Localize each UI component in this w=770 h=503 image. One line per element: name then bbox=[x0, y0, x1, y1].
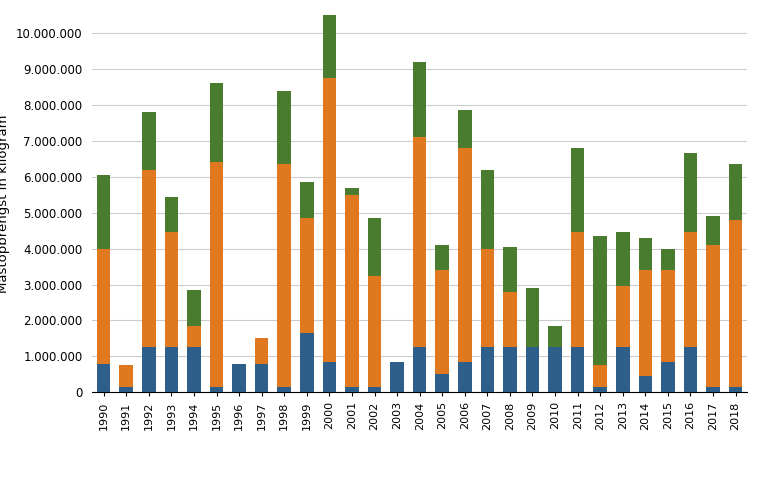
Bar bbox=[638, 376, 652, 392]
Bar bbox=[661, 248, 675, 270]
Bar bbox=[706, 387, 720, 392]
Bar bbox=[97, 364, 110, 392]
Bar bbox=[638, 270, 652, 376]
Bar bbox=[706, 216, 720, 245]
Bar bbox=[526, 348, 539, 392]
Bar bbox=[209, 162, 223, 387]
Bar bbox=[436, 270, 449, 374]
Bar bbox=[323, 362, 336, 392]
Bar bbox=[165, 232, 178, 348]
Bar bbox=[503, 247, 517, 292]
Bar bbox=[390, 362, 403, 392]
Bar bbox=[345, 195, 359, 387]
Bar bbox=[571, 348, 584, 392]
Bar bbox=[119, 365, 133, 387]
Bar bbox=[638, 238, 652, 270]
Bar bbox=[661, 362, 675, 392]
Bar bbox=[277, 91, 291, 164]
Bar bbox=[503, 348, 517, 392]
Bar bbox=[503, 292, 517, 348]
Bar bbox=[119, 387, 133, 392]
Bar bbox=[323, 3, 336, 78]
Bar bbox=[300, 333, 313, 392]
Y-axis label: Mastopbrengst in kilogram: Mastopbrengst in kilogram bbox=[0, 115, 11, 293]
Bar bbox=[480, 348, 494, 392]
Bar bbox=[97, 248, 110, 364]
Bar bbox=[413, 348, 427, 392]
Bar bbox=[233, 364, 246, 392]
Bar bbox=[571, 232, 584, 348]
Bar bbox=[277, 164, 291, 387]
Bar bbox=[684, 348, 698, 392]
Bar bbox=[436, 245, 449, 270]
Bar bbox=[480, 248, 494, 348]
Bar bbox=[300, 182, 313, 218]
Bar bbox=[187, 348, 201, 392]
Bar bbox=[729, 220, 742, 387]
Bar bbox=[142, 170, 156, 348]
Bar bbox=[345, 387, 359, 392]
Bar bbox=[187, 290, 201, 326]
Bar bbox=[142, 112, 156, 170]
Bar bbox=[684, 232, 698, 348]
Bar bbox=[706, 245, 720, 387]
Bar bbox=[209, 83, 223, 162]
Bar bbox=[277, 387, 291, 392]
Bar bbox=[165, 197, 178, 232]
Bar bbox=[480, 170, 494, 248]
Bar bbox=[165, 348, 178, 392]
Bar bbox=[526, 288, 539, 348]
Bar bbox=[458, 148, 471, 362]
Bar bbox=[368, 218, 381, 276]
Bar bbox=[616, 348, 630, 392]
Bar bbox=[594, 387, 607, 392]
Bar bbox=[345, 188, 359, 195]
Bar bbox=[323, 78, 336, 362]
Bar bbox=[571, 148, 584, 232]
Bar bbox=[458, 110, 471, 148]
Bar bbox=[548, 348, 562, 392]
Bar bbox=[187, 326, 201, 348]
Bar bbox=[255, 364, 269, 392]
Bar bbox=[684, 153, 698, 232]
Bar bbox=[97, 175, 110, 248]
Bar bbox=[548, 326, 562, 348]
Bar bbox=[729, 164, 742, 220]
Bar bbox=[209, 387, 223, 392]
Bar bbox=[594, 236, 607, 365]
Bar bbox=[142, 348, 156, 392]
Bar bbox=[616, 232, 630, 286]
Bar bbox=[594, 365, 607, 387]
Bar bbox=[300, 218, 313, 333]
Bar bbox=[413, 137, 427, 348]
Bar bbox=[436, 374, 449, 392]
Bar bbox=[368, 276, 381, 387]
Bar bbox=[413, 62, 427, 137]
Bar bbox=[368, 387, 381, 392]
Bar bbox=[255, 339, 269, 364]
Bar bbox=[458, 362, 471, 392]
Bar bbox=[616, 286, 630, 348]
Bar bbox=[661, 270, 675, 362]
Bar bbox=[729, 387, 742, 392]
